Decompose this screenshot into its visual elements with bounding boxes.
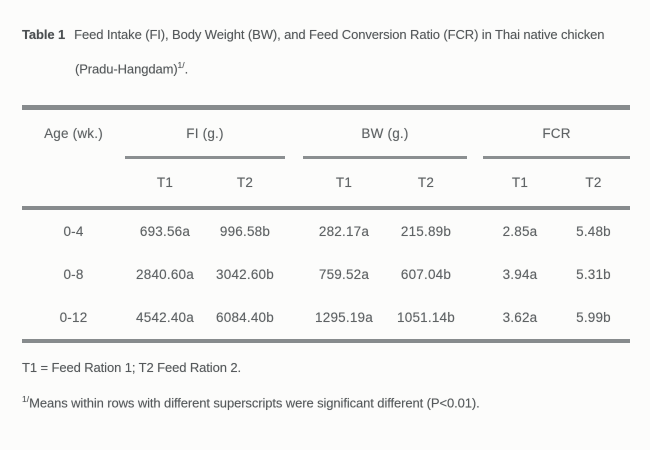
subheader-bw-t1: T1 — [303, 157, 385, 210]
cell-fcr-t1: 3.62a — [502, 310, 538, 325]
column-gap — [467, 157, 483, 210]
column-gap — [467, 108, 483, 158]
column-gap — [467, 208, 483, 253]
column-gap — [285, 108, 303, 158]
age-column-header: Age (wk.) — [44, 126, 103, 142]
column-gap — [285, 296, 303, 341]
cell-fi-t2: 996.58b — [219, 224, 271, 239]
column-gap — [285, 253, 303, 296]
table-row: 0-4 693.56a 996.58b 282.17a 215.89b 2.85… — [22, 208, 630, 253]
empty-cell — [22, 157, 125, 210]
subheader-fcr-t2: T2 — [557, 157, 631, 210]
cell-fi-t2: 3042.60b — [216, 267, 274, 282]
cell-bw-t1: 1295.19a — [315, 310, 373, 325]
subheader-bw-t2: T2 — [385, 157, 467, 210]
footnote-significance: 1/Means within rows with different super… — [22, 394, 480, 410]
column-gap — [285, 157, 303, 210]
header-group-row: Age (wk.) FI (g.) BW (g.) FCR — [22, 107, 631, 159]
cell-bw-t2: 215.89b — [400, 224, 452, 239]
caption-period: . — [184, 61, 189, 77]
cell-fcr-t2: 5.31b — [576, 267, 611, 282]
group-header-fi: FI (g.) — [125, 107, 285, 159]
header-sub-row: T1 T2 T1 T2 T1 T2 — [22, 157, 631, 210]
data-table-wrapper: Age (wk.) FI (g.) BW (g.) FCR T1 T2 T1 T… — [22, 105, 631, 343]
cell-bw-t2: 1051.14b — [397, 310, 455, 325]
caption-footnote-marker: 1/ — [177, 60, 185, 70]
caption-breed-name: (Pradu-Hangdam) — [75, 61, 178, 77]
table-row: 0-12 4542.40a 6084.40b 1295.19a 1051.14b… — [22, 296, 630, 341]
cell-age: 0-8 — [63, 267, 84, 282]
column-gap — [467, 253, 483, 296]
caption-line1: Table 1 Feed Intake (FI), Body Weight (BW… — [22, 27, 634, 43]
cell-bw-t2: 607.04b — [400, 267, 452, 282]
cell-bw-t1: 282.17a — [318, 224, 370, 239]
cell-age: 0-12 — [59, 310, 88, 325]
caption-title-text: Feed Intake (FI), Body Weight (BW), and … — [74, 27, 605, 42]
cell-fcr-t1: 2.85a — [502, 224, 538, 239]
footnote-treatments: T1 = Feed Ration 1; T2 Feed Ration 2. — [22, 360, 241, 375]
cell-bw-t1: 759.52a — [318, 267, 370, 282]
group-header-bw: BW (g.) — [303, 107, 467, 159]
cell-fcr-t1: 3.94a — [502, 267, 538, 282]
subheader-fcr-t1: T1 — [483, 157, 557, 210]
cell-fcr-t2: 5.99b — [576, 310, 611, 325]
cell-fcr-t2: 5.48b — [576, 224, 611, 239]
column-gap — [467, 296, 483, 341]
feed-data-table: Age (wk.) FI (g.) BW (g.) FCR T1 T2 T1 T… — [22, 105, 631, 343]
footnote-significance-text: Means within rows with different supersc… — [29, 395, 480, 411]
cell-fi-t1: 2840.60a — [136, 267, 194, 282]
subheader-fi-t1: T1 — [125, 157, 205, 210]
table-row: 0-8 2840.60a 3042.60b 759.52a 607.04b 3.… — [22, 253, 630, 296]
cell-age: 0-4 — [63, 224, 84, 239]
subheader-fi-t2: T2 — [205, 157, 285, 210]
cell-fi-t2: 6084.40b — [216, 310, 274, 325]
group-header-fcr: FCR — [483, 107, 631, 159]
column-gap — [285, 208, 303, 253]
cell-fi-t1: 693.56a — [139, 224, 191, 239]
caption-line2: (Pradu-Hangdam)1/. — [75, 57, 634, 77]
caption-table-number: Table 1 — [22, 27, 66, 42]
table-caption: Table 1 Feed Intake (FI), Body Weight (BW… — [22, 27, 634, 77]
footnote-marker: 1/ — [22, 394, 30, 404]
cell-fi-t1: 4542.40a — [136, 310, 194, 325]
